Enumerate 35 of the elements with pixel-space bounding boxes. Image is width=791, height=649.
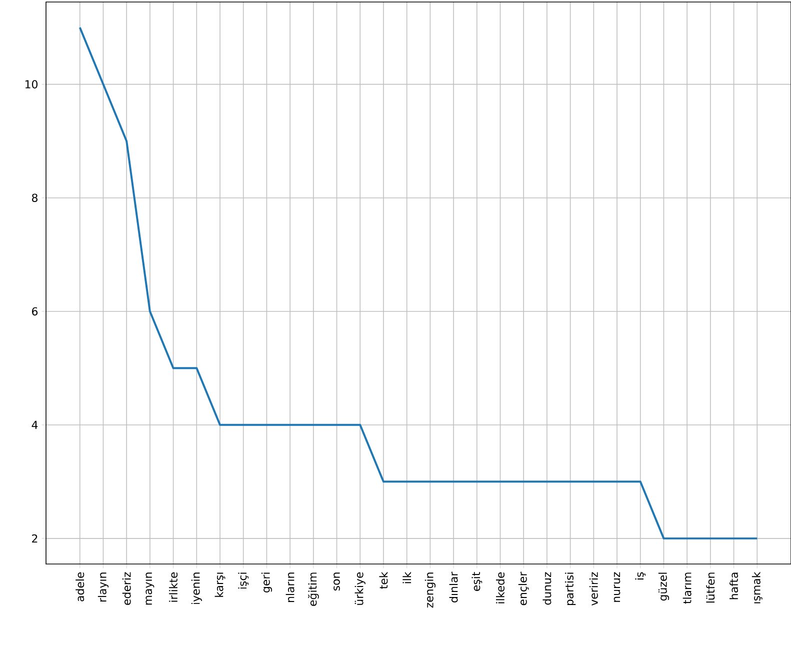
x-tick-label: işçi bbox=[238, 572, 249, 589]
y-tick-label: 8 bbox=[32, 194, 38, 202]
x-tick-label: veririz bbox=[589, 572, 598, 606]
x-tick-label: ederiz bbox=[122, 572, 131, 605]
x-tick-label: ilk bbox=[402, 572, 411, 584]
x-tick-label: adele bbox=[76, 572, 84, 602]
y-tick-label: 4 bbox=[32, 420, 38, 429]
x-tick-label: güzel bbox=[658, 572, 670, 601]
y-tick-label: 10 bbox=[25, 80, 38, 88]
x-tick-label: son bbox=[334, 572, 340, 591]
x-tick-label: eğitim bbox=[308, 572, 319, 606]
y-tick-label: 2 bbox=[32, 534, 38, 543]
x-tick-label: ençler bbox=[518, 572, 529, 606]
x-tick-label: ışmak bbox=[752, 572, 762, 604]
x-tick-label: irlikte bbox=[169, 572, 178, 602]
x-tick-label: iş bbox=[635, 572, 646, 580]
x-tick-label: geri bbox=[261, 572, 272, 592]
x-tick-label: lütfen bbox=[706, 572, 715, 603]
x-tick-label: dınlar bbox=[449, 572, 458, 602]
x-tick-label: zengin bbox=[424, 572, 436, 608]
x-tick-label: iyenin bbox=[191, 572, 202, 604]
x-tick-label: mayın bbox=[146, 572, 154, 605]
x-tick-label: karşı bbox=[214, 572, 226, 597]
y-tick-label: 6 bbox=[32, 307, 38, 316]
x-tick-label: ilkede bbox=[496, 572, 504, 604]
x-tick-label: dunuz bbox=[542, 572, 552, 605]
x-tick-label: ürkiye bbox=[354, 572, 366, 605]
x-tick-label: tek bbox=[379, 572, 388, 589]
x-tick-label: partisi bbox=[565, 572, 576, 606]
x-tick-label: tlarım bbox=[682, 572, 692, 604]
x-tick-label: hafta bbox=[730, 572, 738, 600]
x-tick-label: eşit bbox=[472, 572, 482, 591]
x-tick-label: nların bbox=[286, 572, 294, 602]
x-tick-label: rlayın bbox=[98, 572, 109, 602]
x-tick-label: nuruz bbox=[614, 572, 620, 602]
